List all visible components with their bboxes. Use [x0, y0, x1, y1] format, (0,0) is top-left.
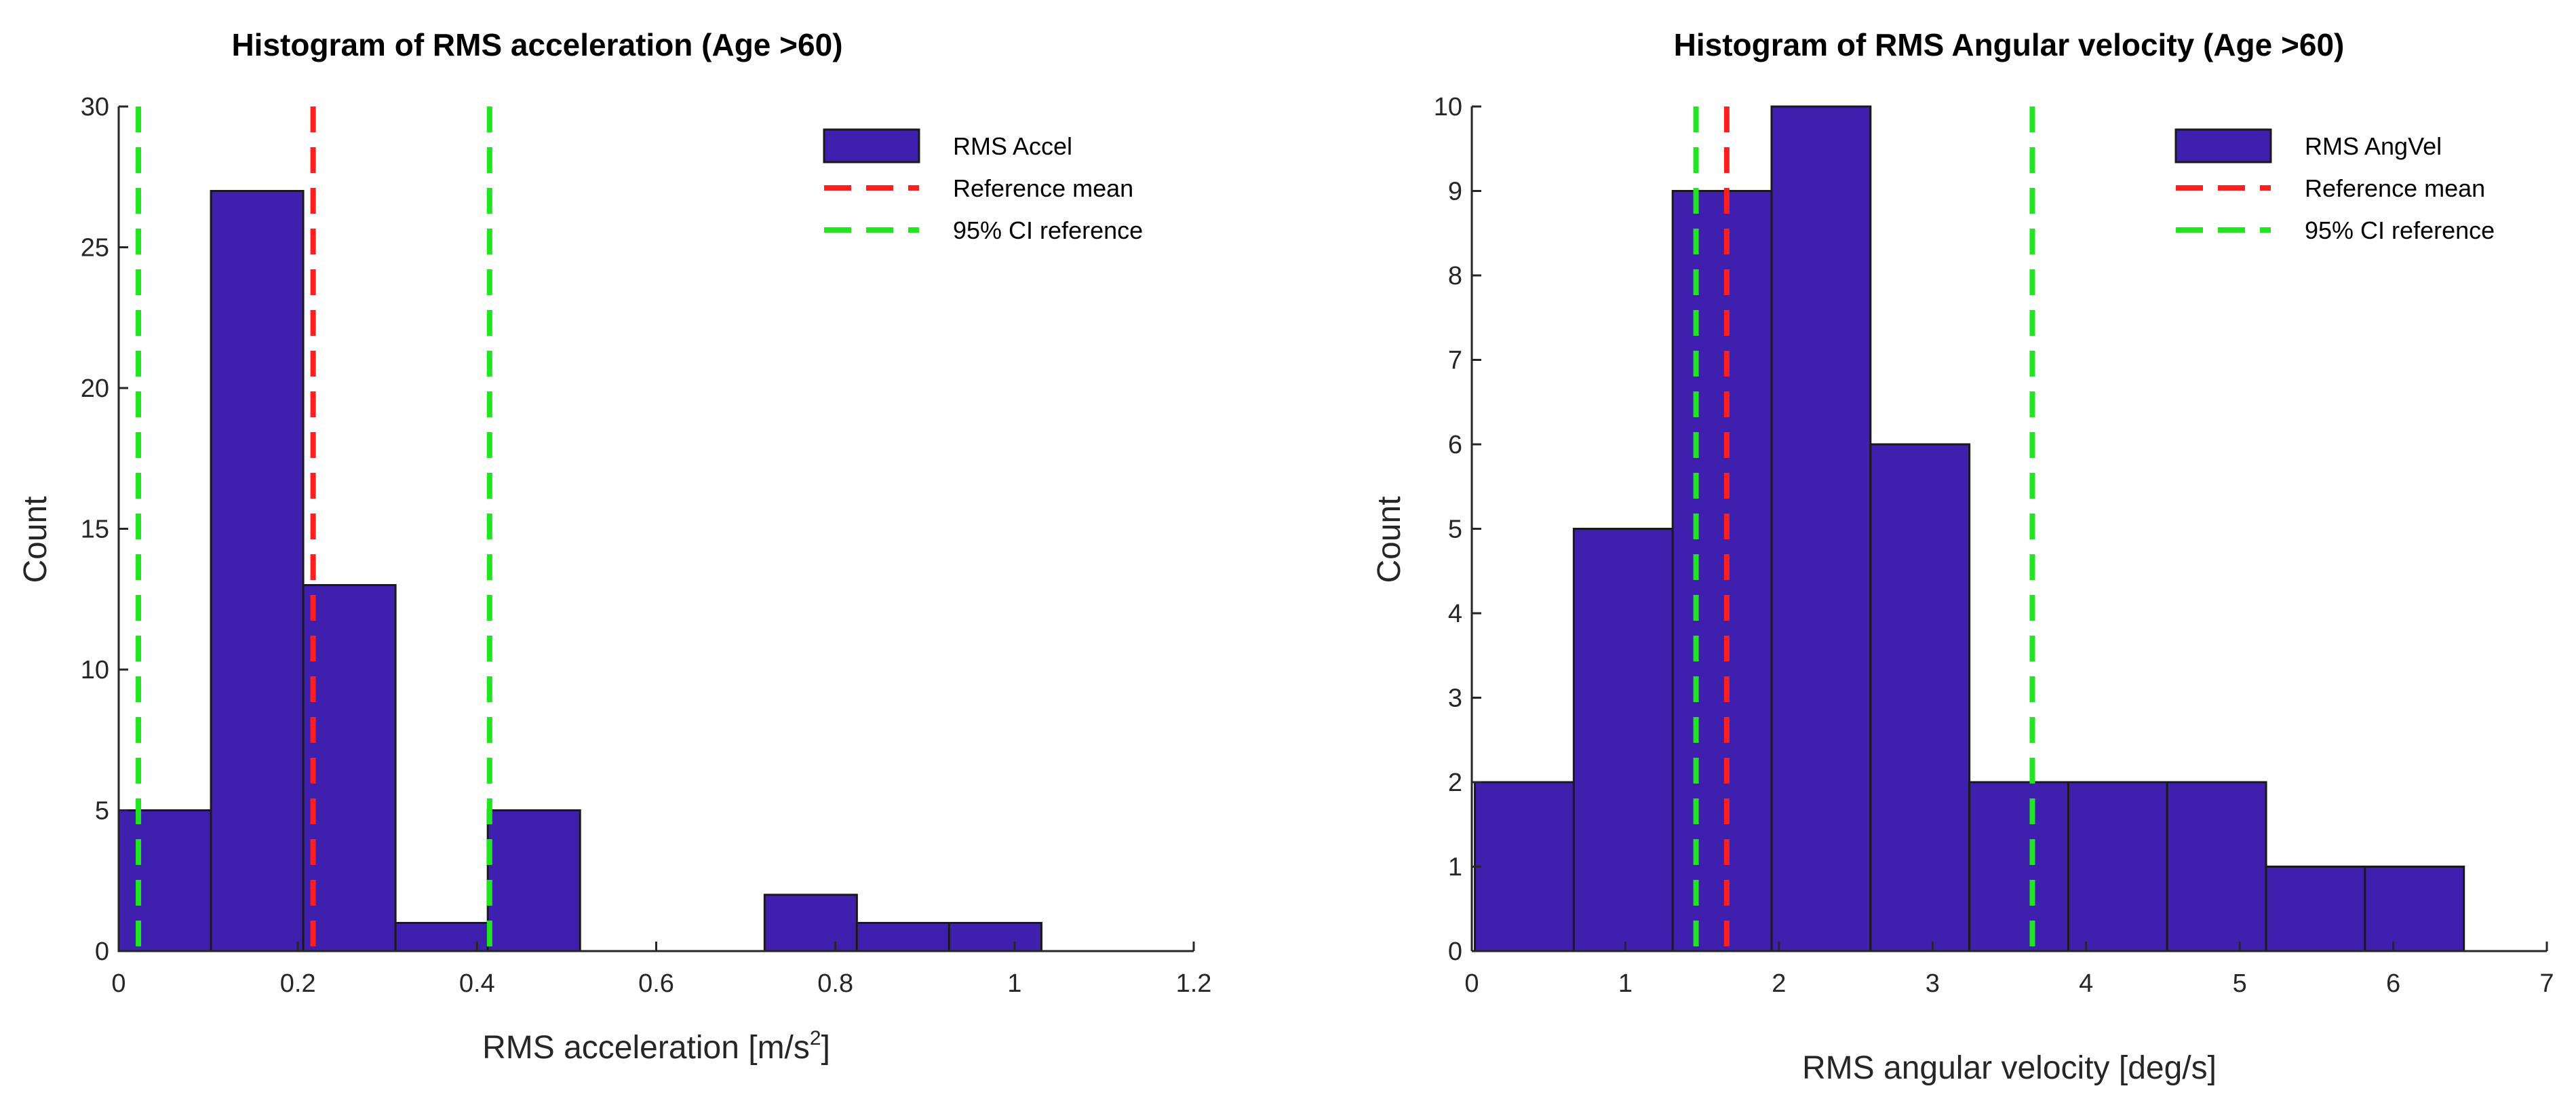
y-tick-label: 0	[1448, 938, 1462, 966]
histogram-bar	[2067, 781, 2168, 952]
y-tick-label: 6	[1448, 431, 1462, 459]
histogram-bar	[948, 922, 1042, 952]
x-axis-label-main: RMS angular velocity [deg/s]	[1802, 1050, 2217, 1086]
histogram-bar	[1671, 190, 1773, 952]
y-tick-label: 7	[1448, 347, 1462, 375]
legend-entry-label: Reference mean	[953, 174, 1133, 202]
x-axis-label-suffix: ]	[821, 1030, 830, 1066]
legend-entry-label: RMS Accel	[953, 132, 1072, 160]
histogram-bar	[763, 893, 858, 952]
chart-title: Histogram of RMS acceleration (Age >60)	[231, 27, 842, 62]
x-tick-label: 1	[1618, 969, 1633, 998]
x-axis-label: RMS angular velocity [deg/s]	[1802, 1050, 2217, 1086]
x-tick-label: 0	[1464, 969, 1479, 998]
x-tick-label: 5	[2233, 969, 2247, 998]
y-tick-label: 3	[1448, 684, 1462, 713]
legend-entry-label: 95% CI reference	[2305, 216, 2495, 244]
histogram-bar	[117, 809, 212, 952]
x-tick-label: 0.2	[280, 969, 316, 998]
y-axis-label: Count	[18, 496, 54, 583]
x-axis-label-main: RMS acceleration [m/s	[482, 1030, 810, 1066]
y-tick-label: 15	[81, 516, 109, 544]
y-tick-label: 20	[81, 374, 109, 403]
y-tick-label: 25	[81, 234, 109, 263]
histogram-bar	[2364, 866, 2465, 952]
acceleration-histogram: Histogram of RMS acceleration (Age >60) 0…	[18, 27, 1211, 1066]
x-tick-label: 0.4	[459, 969, 495, 998]
y-tick-label: 5	[1448, 516, 1462, 544]
y-tick-label: 9	[1448, 178, 1462, 206]
histogram-bar	[1770, 105, 1872, 952]
x-tick-label: 1	[1007, 969, 1021, 998]
histogram-bar	[1572, 528, 1674, 952]
x-tick-label: 1.2	[1176, 969, 1212, 998]
histogram-bar	[2166, 781, 2267, 952]
histogram-bar	[302, 584, 397, 952]
y-tick-label: 10	[1434, 93, 1462, 121]
y-tick-label: 10	[81, 656, 109, 684]
legend-entry-label: RMS AngVel	[2305, 132, 2442, 160]
x-tick-label: 7	[2539, 969, 2554, 998]
y-tick-label: 0	[95, 938, 109, 966]
x-tick-label: 3	[1926, 969, 1940, 998]
y-tick-label: 8	[1448, 262, 1462, 290]
angular-velocity-histogram: Histogram of RMS Angular velocity (Age >…	[1371, 27, 2554, 1086]
histogram-bar	[1968, 781, 2069, 952]
histogram-bar	[394, 922, 489, 952]
y-axis-label: Count	[1371, 496, 1407, 583]
histogram-bar	[855, 922, 950, 952]
x-tick-label: 4	[2079, 969, 2093, 998]
x-tick-label: 6	[2386, 969, 2400, 998]
y-tick-label: 2	[1448, 769, 1462, 797]
x-tick-label: 2	[1772, 969, 1786, 998]
legend-entry-label: 95% CI reference	[953, 216, 1143, 244]
chart-title: Histogram of RMS Angular velocity (Age >…	[1674, 27, 2345, 62]
histogram-bar	[210, 190, 305, 952]
x-tick-label: 0	[111, 969, 125, 998]
histogram-bar	[1474, 781, 1575, 952]
legend: RMS Accel Reference mean 95% CI reference	[823, 128, 1143, 244]
y-tick-label: 30	[81, 93, 109, 121]
y-tick-label: 1	[1448, 853, 1462, 882]
histogram-bar	[1869, 443, 1971, 952]
x-tick-label: 0.8	[817, 969, 853, 998]
y-tick-label: 5	[95, 797, 109, 826]
legend-patch-bars	[823, 128, 920, 163]
legend: RMS AngVel Reference mean 95% CI reference	[2174, 128, 2495, 244]
legend-patch-bars	[2174, 128, 2272, 163]
y-tick-label: 4	[1448, 600, 1462, 628]
legend-entry-label: Reference mean	[2305, 174, 2485, 202]
histogram-bar	[486, 809, 581, 952]
x-axis-label: RMS acceleration [m/s2]	[482, 1027, 830, 1066]
x-axis-label-superscript: 2	[810, 1027, 821, 1049]
histogram-bar	[2265, 866, 2366, 952]
x-tick-label: 0.6	[638, 969, 674, 998]
